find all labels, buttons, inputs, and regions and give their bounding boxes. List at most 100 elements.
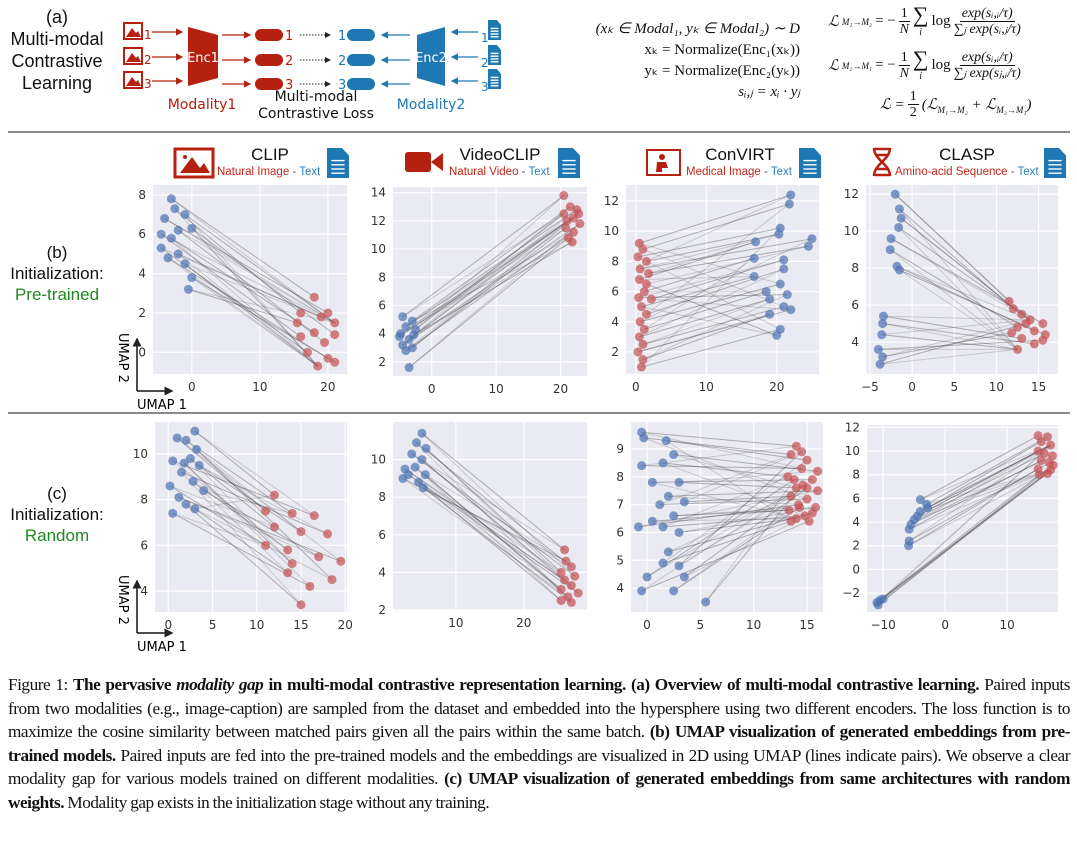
video-camera-icon [405, 152, 443, 172]
pair-line [191, 227, 319, 367]
y-tick-label: 8 [611, 254, 619, 268]
text-embedding-point [894, 265, 904, 275]
plot-background [626, 185, 819, 374]
modality-embedding-point [635, 264, 645, 274]
pair-line [416, 442, 572, 603]
pair-line [412, 206, 571, 322]
embedding-pill-modality2 [347, 78, 375, 90]
pair-line [638, 294, 788, 299]
pair-line [405, 213, 579, 352]
text-embedding-point [637, 461, 647, 471]
pair-line [883, 315, 1022, 339]
pair-line [908, 462, 1050, 542]
modality-embedding-point [641, 309, 651, 319]
x-tick-label: 10 [249, 618, 264, 632]
text-embedding-point [873, 600, 883, 610]
y-tick-label: 2 [611, 345, 619, 359]
pair-line [196, 449, 302, 533]
pair-line [172, 460, 289, 551]
pair-line [878, 339, 1043, 350]
pair-line [643, 437, 808, 500]
pair-line [185, 503, 333, 581]
pair-line [640, 238, 813, 270]
text-embedding-point [894, 204, 904, 214]
plot-c-clasp: −10 0 10 −2 0 2 4 6 8 10 12 [842, 420, 1058, 632]
text-embedding-point [873, 344, 883, 354]
pair-line [666, 440, 808, 461]
eq-sum: ∑ i [913, 4, 929, 39]
pair-line [402, 477, 567, 562]
modality-embedding-point [639, 324, 649, 334]
pair-line [882, 444, 1051, 600]
text-embedding-point [174, 492, 184, 502]
x-tick-label: −5 [861, 380, 879, 394]
pair-line [916, 450, 1039, 517]
section-divider [8, 131, 1070, 133]
pair-line [174, 208, 302, 314]
modality-embedding-point [1008, 304, 1018, 314]
pair-line [639, 298, 770, 338]
pair-line [637, 313, 770, 353]
text-embedding-point [765, 294, 775, 304]
y-tick-label: 6 [378, 528, 386, 542]
pair-line [188, 288, 298, 324]
pair-line [402, 223, 581, 346]
y-tick-label: 4 [140, 584, 148, 598]
medical-image-icon [646, 149, 681, 176]
pair-line [421, 459, 565, 581]
text-embedding-point [407, 316, 417, 326]
text-embedding-point [674, 527, 684, 537]
modality-embedding-point [287, 508, 297, 518]
umap-axes-indicator-c: UMAP 2 UMAP 1 [115, 575, 187, 655]
plot-b-convirt: 0 10 20 2 4 6 8 10 12 [604, 185, 819, 394]
modality-embedding-point [323, 529, 333, 539]
pair-line [646, 194, 792, 262]
text-embedding-point [658, 522, 668, 532]
diagram-row: 1 1 1 1 [123, 20, 501, 45]
modality-embedding-point [1036, 437, 1046, 447]
umap1-axis-label: UMAP 1 [137, 640, 187, 655]
plot-b-videoclip: 0 10 20 2 4 6 8 10 12 14 [371, 186, 587, 396]
text-embedding-point [894, 222, 904, 232]
image-icon [123, 47, 143, 65]
text-modality-name: Text [1017, 166, 1039, 178]
text-embedding-point [877, 330, 887, 340]
modality-embedding-point [807, 475, 817, 485]
modality-embedding-point [574, 209, 584, 219]
text-embedding-point [199, 486, 209, 496]
y-tick-label: 7 [616, 498, 624, 512]
y-tick-label: 8 [378, 270, 386, 284]
pair-line [639, 241, 756, 280]
text-embedding-point [160, 213, 170, 223]
pair-line [639, 283, 781, 323]
pair-line [641, 306, 777, 336]
pair-line [662, 476, 788, 528]
pair-line [673, 509, 789, 517]
pair-line [927, 441, 1042, 509]
text-embedding-point [170, 204, 180, 214]
y-tick-label: 2 [852, 539, 860, 553]
pair-line [404, 468, 562, 573]
y-tick-label: 10 [844, 224, 859, 238]
y-tick-label: 6 [851, 298, 859, 312]
pair-line [190, 458, 275, 528]
text-embedding-point [183, 284, 193, 294]
pair-line [639, 275, 755, 280]
modality-embedding-point [1042, 469, 1052, 479]
pair-line [920, 444, 1051, 501]
eq-lhs: ℒ = [880, 97, 905, 113]
pair-line [418, 481, 562, 601]
pair-line [172, 512, 266, 546]
pair-line [876, 469, 1051, 603]
modality-embedding-point [323, 308, 333, 318]
separator: - [760, 166, 771, 178]
pair-line [642, 313, 770, 360]
text-embedding-point [765, 309, 775, 319]
modality-embedding-point [633, 252, 643, 262]
y-tick-label: 8 [616, 470, 624, 484]
text-embedding-point [401, 322, 411, 332]
diagram-row: 3 3 3 3 [123, 69, 501, 94]
text-embedding-point [904, 524, 914, 534]
